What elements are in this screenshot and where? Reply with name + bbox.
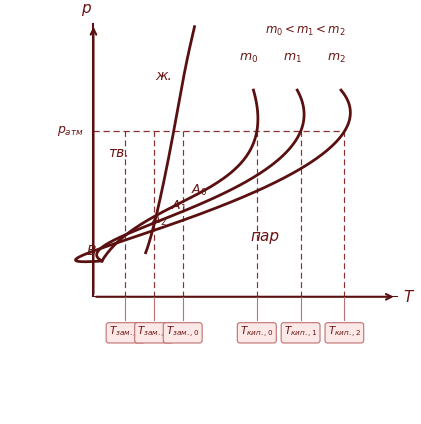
Text: $m_2$: $m_2$ [327, 52, 345, 65]
Text: $p_{\mathit{атм}}$: $p_{\mathit{атм}}$ [57, 124, 83, 139]
Text: $T_{\mathit{кип.,1}}$: $T_{\mathit{кип.,1}}$ [284, 325, 317, 340]
Text: $T$: $T$ [403, 289, 416, 305]
Text: $m_1$: $m_1$ [283, 52, 301, 65]
Text: $T_{\mathit{кип.,2}}$: $T_{\mathit{кип.,2}}$ [328, 325, 361, 340]
Text: $p$: $p$ [81, 3, 92, 19]
Text: $A_1$: $A_1$ [171, 199, 187, 214]
Text: $m_0$: $m_0$ [239, 52, 258, 65]
Text: $T_{\mathit{зам.,1}}$: $T_{\mathit{зам.,1}}$ [137, 325, 171, 340]
Text: ж.: ж. [156, 69, 173, 84]
Text: тв.: тв. [109, 146, 129, 161]
Text: $T_{\mathit{зам.,0}}$: $T_{\mathit{зам.,0}}$ [166, 325, 200, 340]
Text: пар: пар [251, 229, 280, 244]
Text: $m_0 < m_1 < m_2$: $m_0 < m_1 < m_2$ [265, 24, 346, 38]
Text: $B$: $B$ [86, 244, 97, 258]
Text: $T_{\mathit{кип.,0}}$: $T_{\mathit{кип.,0}}$ [240, 325, 274, 340]
Text: $T_{\mathit{зам.,2}}$: $T_{\mathit{зам.,2}}$ [109, 325, 142, 340]
Text: $A_0$: $A_0$ [191, 182, 208, 198]
Text: $A_2$: $A_2$ [151, 213, 167, 228]
